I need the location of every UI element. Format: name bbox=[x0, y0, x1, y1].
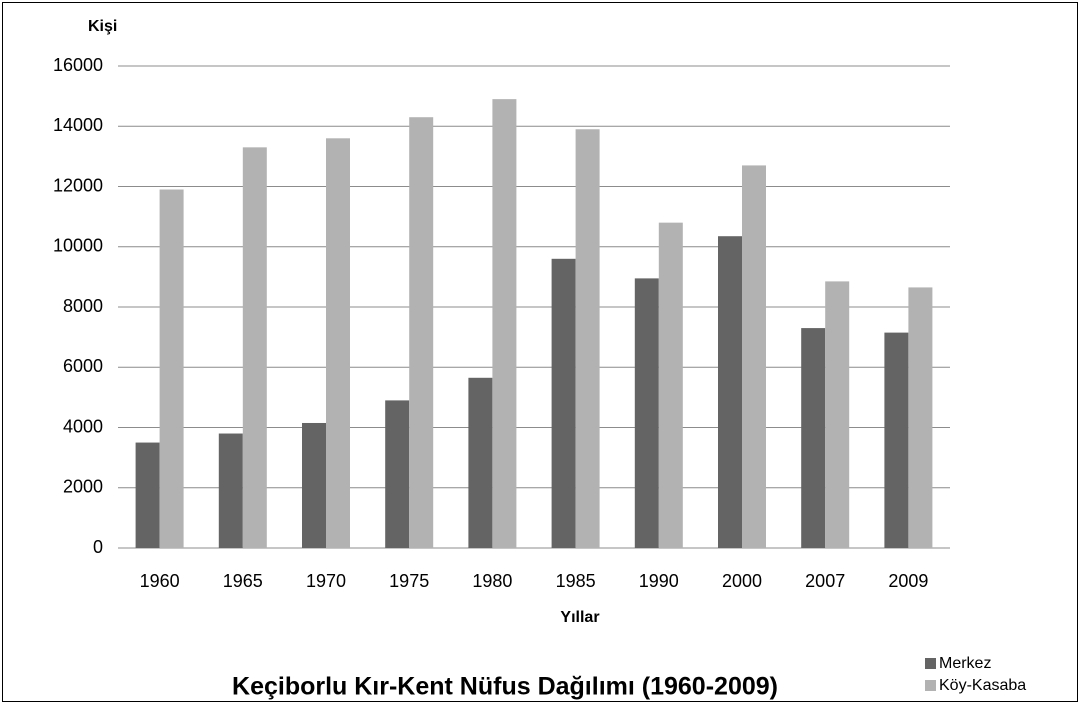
bar bbox=[742, 165, 766, 548]
x-tick-label: 2007 bbox=[805, 571, 845, 591]
x-tick-label: 1965 bbox=[223, 571, 263, 591]
bar bbox=[302, 422, 326, 548]
bar bbox=[801, 328, 826, 548]
y-tick-label: 14000 bbox=[53, 115, 103, 135]
y-tick-label: 16000 bbox=[53, 55, 103, 75]
bar bbox=[242, 147, 267, 548]
bar bbox=[218, 433, 243, 548]
x-tick-label: 1960 bbox=[140, 571, 180, 591]
bar bbox=[908, 287, 933, 548]
x-tick-label: 1975 bbox=[389, 571, 429, 591]
x-tick-label: 1990 bbox=[639, 571, 679, 591]
y-tick-label: 4000 bbox=[63, 416, 103, 436]
x-tick-label: 2009 bbox=[888, 571, 928, 591]
legend-swatch bbox=[925, 680, 936, 691]
y-tick-label: 12000 bbox=[53, 175, 103, 195]
bar bbox=[385, 400, 410, 548]
bar bbox=[135, 442, 160, 548]
y-tick-label: 6000 bbox=[63, 356, 103, 376]
legend-label: Merkez bbox=[939, 655, 991, 672]
y-tick-label: 2000 bbox=[63, 477, 103, 497]
x-tick-label: 1980 bbox=[472, 571, 512, 591]
x-tick-label: 1985 bbox=[556, 571, 596, 591]
legend-swatch bbox=[925, 658, 936, 669]
chart-title: Keçiborlu Kır-Kent Nüfus Dağılımı (1960-… bbox=[232, 673, 778, 701]
bar bbox=[159, 189, 184, 548]
bar bbox=[575, 129, 600, 548]
legend-label: Köy-Kasaba bbox=[939, 677, 1026, 694]
bar bbox=[825, 281, 850, 548]
x-tick-label: 2000 bbox=[722, 571, 762, 591]
x-tick-label: 1970 bbox=[306, 571, 346, 591]
bar bbox=[492, 99, 517, 548]
bar bbox=[718, 236, 742, 549]
y-tick-label: 10000 bbox=[53, 236, 103, 256]
y-tick-label: 8000 bbox=[63, 296, 103, 316]
bar bbox=[634, 278, 659, 548]
bar bbox=[409, 117, 434, 549]
y-tick-label: 0 bbox=[93, 537, 103, 557]
bar bbox=[551, 258, 576, 548]
y-axis-label: Kişi bbox=[88, 18, 117, 35]
bar bbox=[326, 138, 350, 549]
bar bbox=[468, 377, 493, 548]
bar bbox=[884, 332, 909, 548]
x-axis-label: Yıllar bbox=[560, 609, 599, 626]
bar bbox=[658, 222, 683, 548]
